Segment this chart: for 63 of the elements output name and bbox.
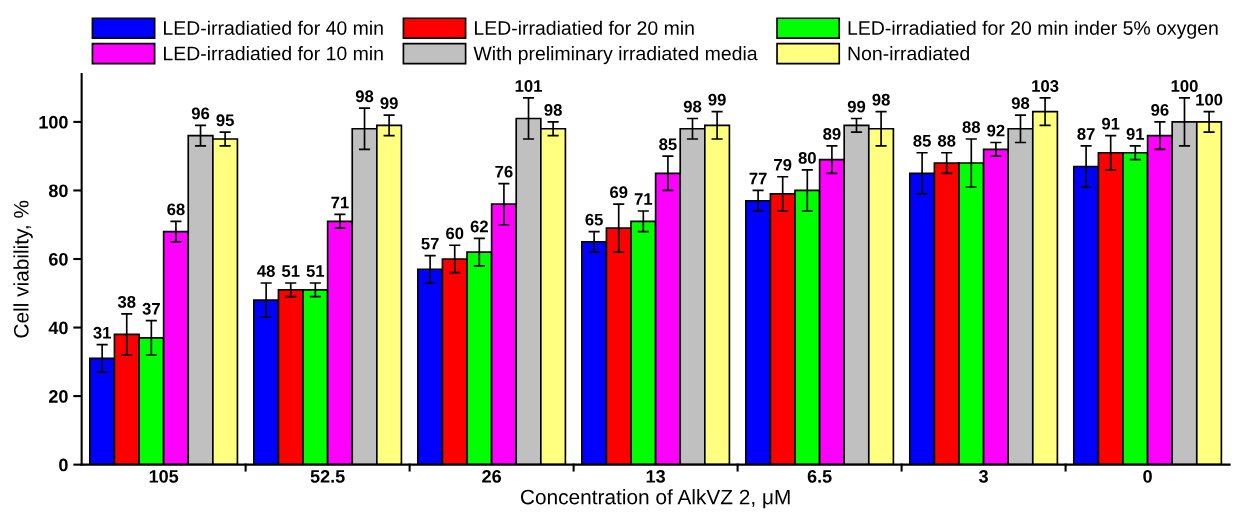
data-label: 76 [495,165,513,178]
x-tick-label: 3 [978,469,988,483]
data-label: 68 [167,203,185,216]
data-label: 98 [544,104,562,116]
data-label: 88 [937,134,956,147]
data-label: 65 [585,213,603,226]
data-label: 103 [1032,80,1059,92]
data-label: 62 [470,220,488,233]
data-label: 38 [117,296,136,308]
data-label: 57 [421,237,439,250]
data-label: 85 [913,134,931,147]
data-label: 88 [962,121,981,133]
x-axis-title: Concentration of AlkVZ 2, μM [520,489,790,509]
legend-label: LED-irradiatied for 20 min inder 5% oxygen [848,20,1218,39]
data-label: 99 [708,93,726,106]
y-tick-label: 100 [39,115,68,129]
data-label: 98 [683,100,702,113]
y-tick-label: 0 [59,458,68,472]
data-label: 99 [380,97,398,110]
data-label: 77 [749,172,767,185]
x-tick-label: 13 [646,469,665,483]
data-label: 51 [306,265,325,277]
data-label: 80 [798,152,816,164]
legend-label: LED-irradiatied for 40 min [164,20,383,35]
x-tick-label: 105 [149,469,179,483]
data-label: 60 [446,227,464,240]
data-label: 31 [93,326,111,339]
data-label: 37 [142,302,160,315]
data-label: 92 [987,124,1005,137]
x-tick-label: 26 [482,469,502,483]
data-label: 98 [355,90,374,103]
data-label: 71 [634,193,653,205]
data-label: 69 [610,186,628,199]
data-label: 51 [281,265,300,277]
data-label: 101 [515,80,542,92]
x-tick-label: 0 [1143,469,1152,483]
data-label: 99 [847,100,866,113]
y-tick-label: 80 [48,184,68,198]
legend-label: Non-irradiated [848,46,969,61]
data-label: 48 [257,265,275,277]
data-label: 91 [1101,117,1120,130]
data-label: 100 [1196,93,1223,106]
y-tick-label: 20 [48,390,68,403]
legend-label: LED-irradiatied for 10 min [164,46,383,61]
data-label: 89 [823,128,841,140]
data-label: 98 [1011,97,1030,110]
data-label: 85 [659,138,677,151]
y-tick-label: 40 [48,321,68,335]
data-label: 91 [1126,128,1145,140]
x-tick-label: 52.5 [310,469,345,483]
data-label: 79 [774,158,792,171]
data-label: 98 [872,93,890,106]
data-label: 100 [1171,80,1198,92]
x-tick-label: 6.5 [807,469,832,483]
y-axis-title: Cell viability, % [13,200,33,338]
data-label: 95 [216,114,234,127]
y-tick-label: 60 [49,252,68,266]
legend-label: LED-irradiatied for 20 min [474,20,694,35]
data-label: 96 [191,107,210,120]
data-label: 96 [1151,104,1169,116]
data-label: 71 [331,196,349,209]
legend-label: With preliminary irradiated media [473,46,758,65]
data-label: 87 [1077,128,1095,140]
